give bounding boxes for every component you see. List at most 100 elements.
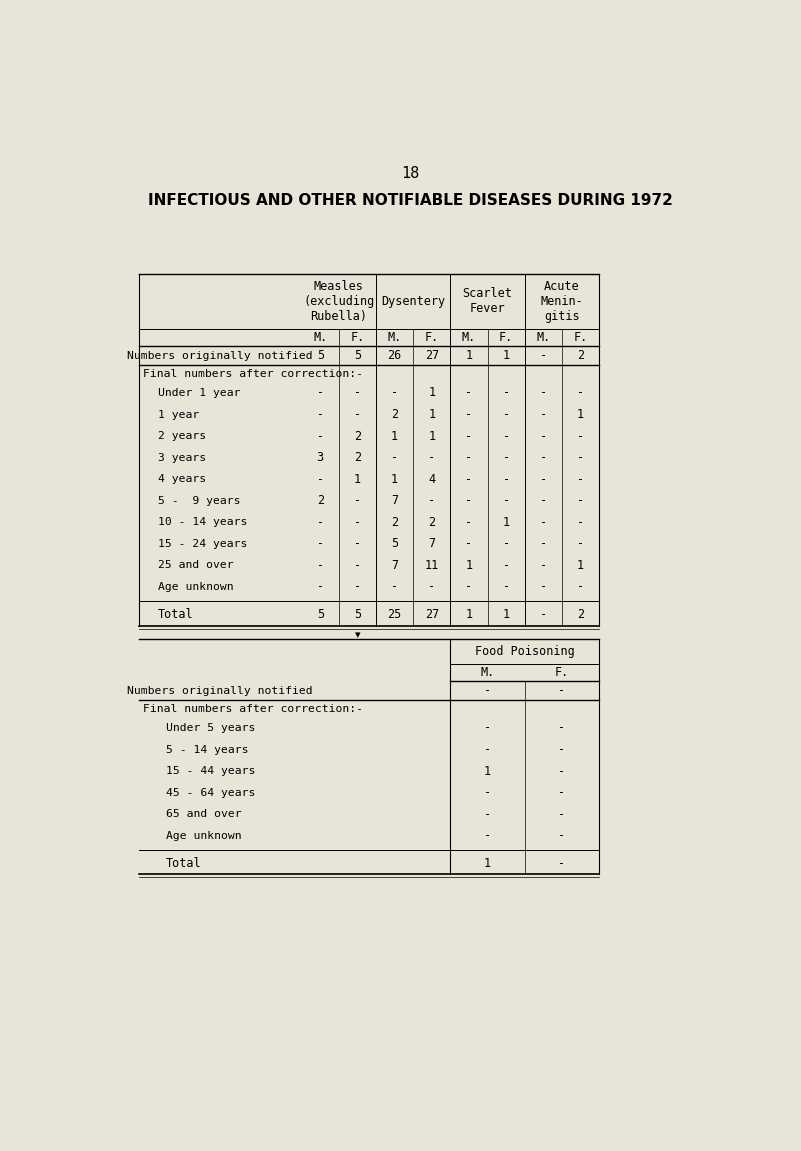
- Text: 25 and over: 25 and over: [159, 561, 234, 571]
- Text: 10 - 14 years: 10 - 14 years: [159, 517, 248, 527]
- Text: -: -: [465, 580, 473, 594]
- Text: -: -: [558, 684, 566, 698]
- Text: -: -: [540, 608, 547, 622]
- Text: -: -: [503, 409, 509, 421]
- Text: 3 years: 3 years: [159, 452, 207, 463]
- Text: -: -: [577, 429, 584, 443]
- Text: 1: 1: [484, 764, 491, 778]
- Text: -: -: [465, 429, 473, 443]
- Text: -: -: [540, 409, 547, 421]
- Text: 1: 1: [503, 349, 509, 363]
- Text: -: -: [540, 494, 547, 508]
- Text: -: -: [391, 451, 398, 464]
- Text: 2: 2: [354, 451, 361, 464]
- Text: 5: 5: [354, 608, 361, 622]
- Text: -: -: [484, 808, 491, 821]
- Text: Numbers originally notified: Numbers originally notified: [127, 351, 313, 360]
- Text: 1: 1: [391, 473, 398, 486]
- Text: -: -: [558, 808, 566, 821]
- Text: 15 - 24 years: 15 - 24 years: [159, 539, 248, 549]
- Text: -: -: [540, 538, 547, 550]
- Text: -: -: [429, 580, 436, 594]
- Text: 65 and over: 65 and over: [166, 809, 242, 820]
- Text: 1: 1: [484, 857, 491, 870]
- Text: -: -: [540, 559, 547, 572]
- Text: -: -: [316, 429, 324, 443]
- Text: Measles
(excluding
Rubella): Measles (excluding Rubella): [304, 280, 374, 323]
- Text: -: -: [484, 744, 491, 756]
- Text: 27: 27: [425, 608, 439, 622]
- Text: -: -: [316, 473, 324, 486]
- Text: 4 years: 4 years: [159, 474, 207, 485]
- Text: 5: 5: [391, 538, 398, 550]
- Text: -: -: [465, 451, 473, 464]
- Text: -: -: [540, 429, 547, 443]
- Text: 1: 1: [503, 608, 509, 622]
- Text: -: -: [391, 580, 398, 594]
- Text: 1: 1: [465, 349, 473, 363]
- Text: -: -: [484, 829, 491, 843]
- Text: -: -: [354, 516, 361, 528]
- Text: 4: 4: [429, 473, 436, 486]
- Text: 15 - 44 years: 15 - 44 years: [166, 767, 256, 776]
- Text: M.: M.: [481, 666, 495, 679]
- Text: -: -: [540, 473, 547, 486]
- Text: F.: F.: [574, 331, 588, 344]
- Text: -: -: [540, 451, 547, 464]
- Text: 2: 2: [391, 409, 398, 421]
- Text: F.: F.: [555, 666, 570, 679]
- Text: 2: 2: [391, 516, 398, 528]
- Text: Final numbers after correction:-: Final numbers after correction:-: [143, 703, 363, 714]
- Text: -: -: [503, 473, 509, 486]
- Text: Age unknown: Age unknown: [159, 582, 234, 592]
- Text: -: -: [577, 516, 584, 528]
- Text: M.: M.: [388, 331, 402, 344]
- Text: -: -: [540, 516, 547, 528]
- Text: Dysentery: Dysentery: [381, 295, 445, 307]
- Text: 7: 7: [391, 494, 398, 508]
- Text: -: -: [316, 538, 324, 550]
- Text: -: -: [577, 473, 584, 486]
- Text: -: -: [540, 580, 547, 594]
- Text: 45 - 64 years: 45 - 64 years: [166, 787, 256, 798]
- Text: -: -: [429, 451, 436, 464]
- Text: -: -: [316, 580, 324, 594]
- Text: -: -: [316, 559, 324, 572]
- Text: 5: 5: [316, 608, 324, 622]
- Text: 3: 3: [316, 451, 324, 464]
- Text: -: -: [316, 387, 324, 399]
- Text: Total: Total: [166, 857, 202, 870]
- Text: 5 - 14 years: 5 - 14 years: [166, 745, 248, 755]
- Text: -: -: [558, 744, 566, 756]
- Text: -: -: [465, 538, 473, 550]
- Text: M.: M.: [462, 331, 476, 344]
- Text: ▾: ▾: [355, 630, 360, 640]
- Text: Under 1 year: Under 1 year: [159, 388, 241, 398]
- Text: 2: 2: [354, 429, 361, 443]
- Text: -: -: [429, 494, 436, 508]
- Text: Food Poisoning: Food Poisoning: [475, 646, 574, 658]
- Text: 1: 1: [503, 516, 509, 528]
- Text: -: -: [558, 722, 566, 734]
- Text: 1: 1: [429, 429, 436, 443]
- Text: 5: 5: [354, 349, 361, 363]
- Text: 27: 27: [425, 349, 439, 363]
- Text: -: -: [354, 559, 361, 572]
- Text: 2: 2: [316, 494, 324, 508]
- Text: M.: M.: [313, 331, 328, 344]
- Text: -: -: [465, 473, 473, 486]
- Text: -: -: [558, 786, 566, 799]
- Text: Total: Total: [159, 608, 194, 622]
- Text: 1 year: 1 year: [159, 410, 199, 420]
- Text: 7: 7: [429, 538, 436, 550]
- Text: 26: 26: [388, 349, 402, 363]
- Text: 7: 7: [391, 559, 398, 572]
- Text: 1: 1: [429, 387, 436, 399]
- Text: -: -: [391, 387, 398, 399]
- Text: 2: 2: [429, 516, 436, 528]
- Text: Numbers originally notified: Numbers originally notified: [127, 686, 313, 695]
- Text: -: -: [540, 349, 547, 363]
- Text: 1: 1: [391, 429, 398, 443]
- Text: -: -: [465, 494, 473, 508]
- Text: -: -: [484, 786, 491, 799]
